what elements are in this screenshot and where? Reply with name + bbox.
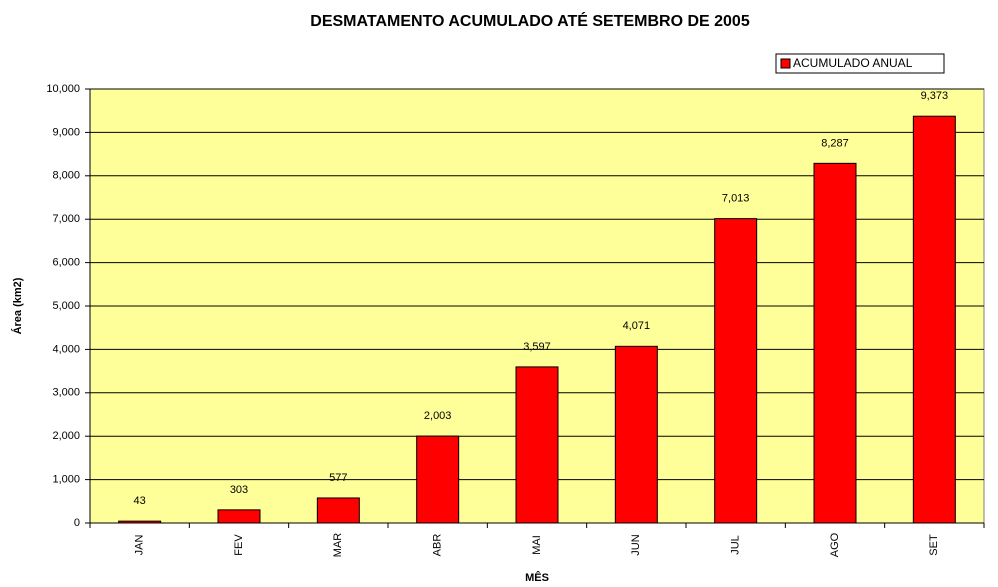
data-label: 3,597	[523, 341, 551, 353]
data-label: 577	[329, 472, 347, 484]
bar	[714, 218, 758, 524]
data-label: 2,003	[424, 410, 452, 422]
x-tick-label: MAI	[531, 535, 543, 555]
y-tick-label: 0	[74, 517, 80, 529]
bar	[515, 366, 559, 524]
bar	[217, 509, 261, 524]
y-tick-label: 1,000	[52, 474, 80, 486]
x-tick-label: JUL	[730, 535, 742, 555]
x-tick-label: MAR	[332, 533, 344, 558]
data-label: 303	[230, 484, 248, 496]
y-tick-label: 9,000	[52, 126, 80, 138]
y-tick-label: 5,000	[52, 300, 80, 312]
x-tick-label: JUN	[630, 534, 642, 555]
bar	[316, 497, 360, 524]
x-tick-label: AGO	[829, 532, 841, 557]
x-axis-title: MÊS	[525, 571, 549, 584]
x-tick-label: JAN	[134, 535, 146, 556]
data-label: 9,373	[921, 90, 949, 102]
y-axis-title: Área (km2)	[11, 277, 24, 334]
data-label: 7,013	[722, 193, 750, 205]
bar	[912, 115, 956, 524]
legend-swatch	[780, 58, 791, 69]
y-tick-label: 10,000	[46, 83, 80, 95]
bar	[813, 162, 857, 524]
y-tick-label: 2,000	[52, 430, 80, 442]
legend-box	[775, 53, 945, 74]
chart-title: DESMATAMENTO ACUMULADO ATÉ SETEMBRO DE 2…	[310, 11, 750, 30]
y-tick-label: 6,000	[52, 257, 80, 269]
data-label: 8,287	[821, 137, 849, 149]
bar	[416, 435, 460, 524]
y-tick-label: 8,000	[52, 170, 80, 182]
legend-label: ACUMULADO ANUAL	[793, 56, 913, 70]
data-label: 43	[134, 495, 146, 507]
x-tick-label: SET	[928, 534, 940, 556]
y-tick-label: 3,000	[52, 387, 80, 399]
x-tick-label: ABR	[432, 534, 444, 557]
bar	[614, 345, 658, 524]
y-tick-label: 4,000	[52, 343, 80, 355]
data-label: 4,071	[623, 320, 651, 332]
y-tick-label: 7,000	[52, 213, 80, 225]
x-tick-label: FEV	[233, 534, 245, 556]
